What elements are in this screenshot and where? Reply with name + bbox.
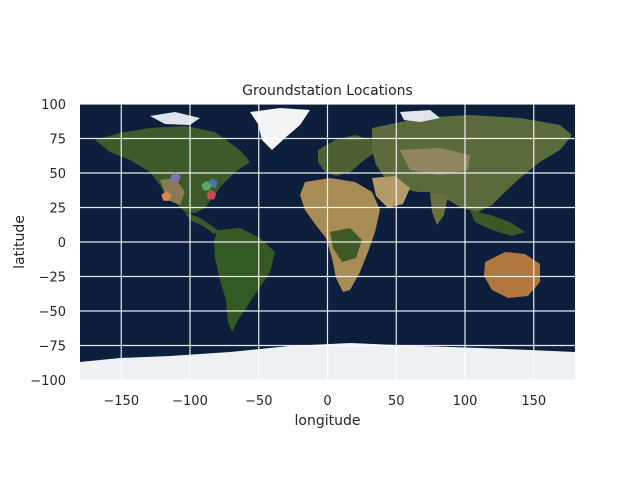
y-tick-label: −25	[39, 271, 66, 286]
chart-title: Groundstation Locations	[242, 83, 413, 99]
x-tick-label: 100	[453, 394, 478, 409]
x-tick-label: −150	[103, 394, 139, 409]
central-america-landmass	[185, 212, 220, 234]
south-america-landmass	[214, 228, 275, 332]
x-tick-label: −100	[172, 394, 208, 409]
y-tick-label: 50	[49, 167, 66, 182]
australia-landmass	[484, 252, 540, 298]
y-tick-label: 0	[58, 236, 66, 251]
x-tick-label: 50	[388, 394, 405, 409]
india-landmass	[430, 192, 448, 225]
y-tick-label: −50	[39, 305, 66, 320]
middle-east-desert	[372, 176, 410, 208]
arctic-islands-ice	[150, 112, 200, 125]
greenland-ice	[250, 108, 310, 150]
y-tick-label: −100	[30, 374, 66, 389]
southeast-asia-islands	[470, 210, 525, 236]
europe-landmass	[318, 135, 375, 176]
x-axis-label: longitude	[295, 413, 361, 429]
x-tick-label: 150	[521, 394, 546, 409]
x-tick-labels: −150 −100 −50 0 50 100 150	[103, 394, 546, 409]
asia-landmass	[372, 115, 572, 212]
central-africa-forest	[330, 228, 362, 262]
svalbard-ice	[400, 110, 440, 122]
us-southwest-desert	[160, 178, 185, 205]
x-tick-label: 0	[323, 394, 331, 409]
y-axis-label: latitude	[12, 215, 28, 269]
data-points	[161, 172, 218, 201]
central-asia-steppe	[400, 148, 470, 175]
grid	[80, 103, 575, 381]
y-tick-label: −75	[39, 340, 66, 355]
groundstation-marker	[206, 189, 217, 200]
y-tick-label: 25	[49, 202, 66, 217]
groundstation-marker	[201, 180, 212, 191]
groundstation-marker	[170, 172, 181, 183]
y-tick-labels: −100 −75 −50 −25 0 25 50 75 100	[30, 98, 66, 389]
y-tick-label: 75	[49, 133, 66, 148]
x-tick-label: −50	[245, 394, 272, 409]
y-tick-label: 100	[41, 98, 66, 113]
groundstation-marker	[161, 191, 172, 201]
